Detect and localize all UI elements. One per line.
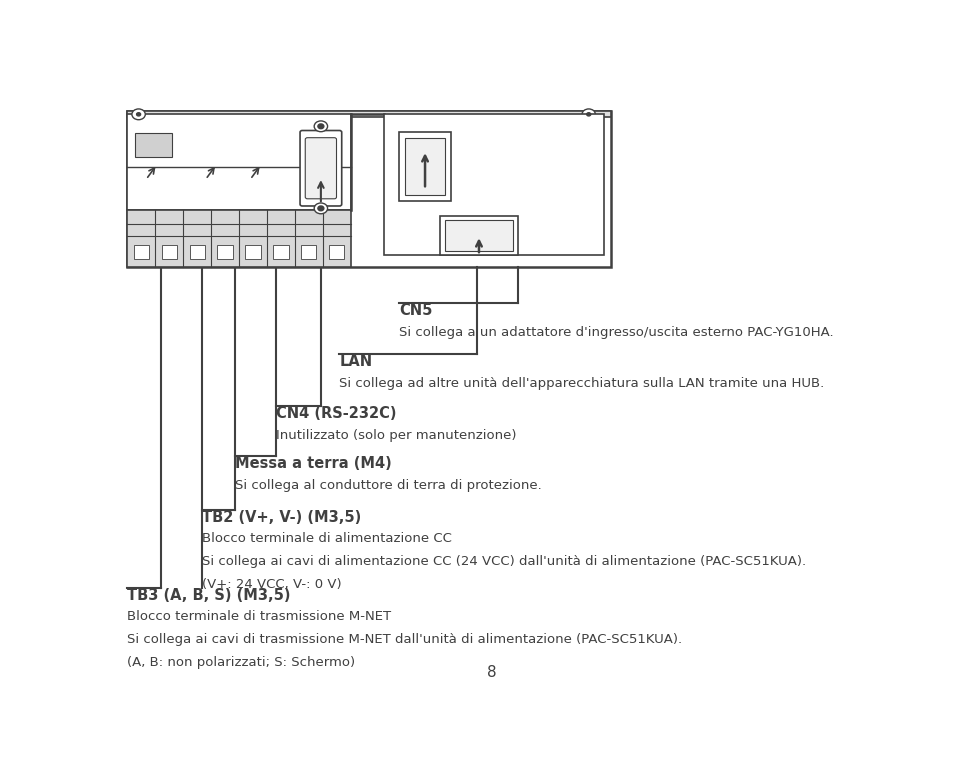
Bar <box>329 245 345 258</box>
Bar <box>384 114 604 255</box>
Bar <box>274 245 289 258</box>
Circle shape <box>314 203 327 214</box>
Bar <box>134 134 172 157</box>
Text: Blocco terminale di alimentazione CC: Blocco terminale di alimentazione CC <box>202 532 452 545</box>
FancyBboxPatch shape <box>305 138 337 199</box>
Text: CN5: CN5 <box>399 303 432 318</box>
Bar <box>405 138 445 195</box>
Text: CN4 (RS-232C): CN4 (RS-232C) <box>276 406 396 421</box>
Text: 8: 8 <box>487 665 497 681</box>
Circle shape <box>582 109 595 120</box>
Text: (A, B: non polarizzati; S: Schermo): (A, B: non polarizzati; S: Schermo) <box>128 656 355 669</box>
Circle shape <box>318 124 324 128</box>
Bar <box>161 245 177 258</box>
Text: (V+: 24 VCC, V-: 0 V): (V+: 24 VCC, V-: 0 V) <box>202 578 342 591</box>
Bar <box>133 245 149 258</box>
Bar <box>301 245 317 258</box>
Text: TB2 (V+, V-) (M3,5): TB2 (V+, V-) (M3,5) <box>202 510 361 524</box>
Bar <box>440 216 518 255</box>
Bar <box>445 220 513 251</box>
Bar <box>128 111 611 117</box>
Bar <box>217 245 232 258</box>
Text: Si collega al conduttore di terra di protezione.: Si collega al conduttore di terra di pro… <box>235 478 542 492</box>
FancyBboxPatch shape <box>300 131 342 206</box>
Text: Si collega ai cavi di trasmissione M-NET dall'unità di alimentazione (PAC-SC51KU: Si collega ai cavi di trasmissione M-NET… <box>128 633 683 646</box>
Bar <box>128 114 350 210</box>
Text: Si collega ai cavi di alimentazione CC (24 VCC) dall'unità di alimentazione (PAC: Si collega ai cavi di alimentazione CC (… <box>202 555 806 568</box>
Circle shape <box>132 109 145 120</box>
Text: Blocco terminale di trasmissione M-NET: Blocco terminale di trasmissione M-NET <box>128 611 392 623</box>
Circle shape <box>318 206 324 211</box>
Bar <box>128 111 611 267</box>
Bar <box>189 245 204 258</box>
Circle shape <box>587 113 590 116</box>
Text: Si collega ad altre unità dell'apparecchiatura sulla LAN tramite una HUB.: Si collega ad altre unità dell'apparecch… <box>340 377 825 390</box>
Text: LAN: LAN <box>340 354 372 369</box>
Bar <box>128 210 350 267</box>
Bar <box>399 132 451 202</box>
Text: Si collega a un adattatore d'ingresso/uscita esterno PAC-YG10HA.: Si collega a un adattatore d'ingresso/us… <box>399 326 833 338</box>
Bar <box>246 245 261 258</box>
Circle shape <box>136 113 140 116</box>
Circle shape <box>314 121 327 131</box>
Text: Inutilizzato (solo per manutenzione): Inutilizzato (solo per manutenzione) <box>276 429 516 442</box>
Text: Messa a terra (M4): Messa a terra (M4) <box>235 456 392 471</box>
Text: TB3 (A, B, S) (M3,5): TB3 (A, B, S) (M3,5) <box>128 587 291 603</box>
